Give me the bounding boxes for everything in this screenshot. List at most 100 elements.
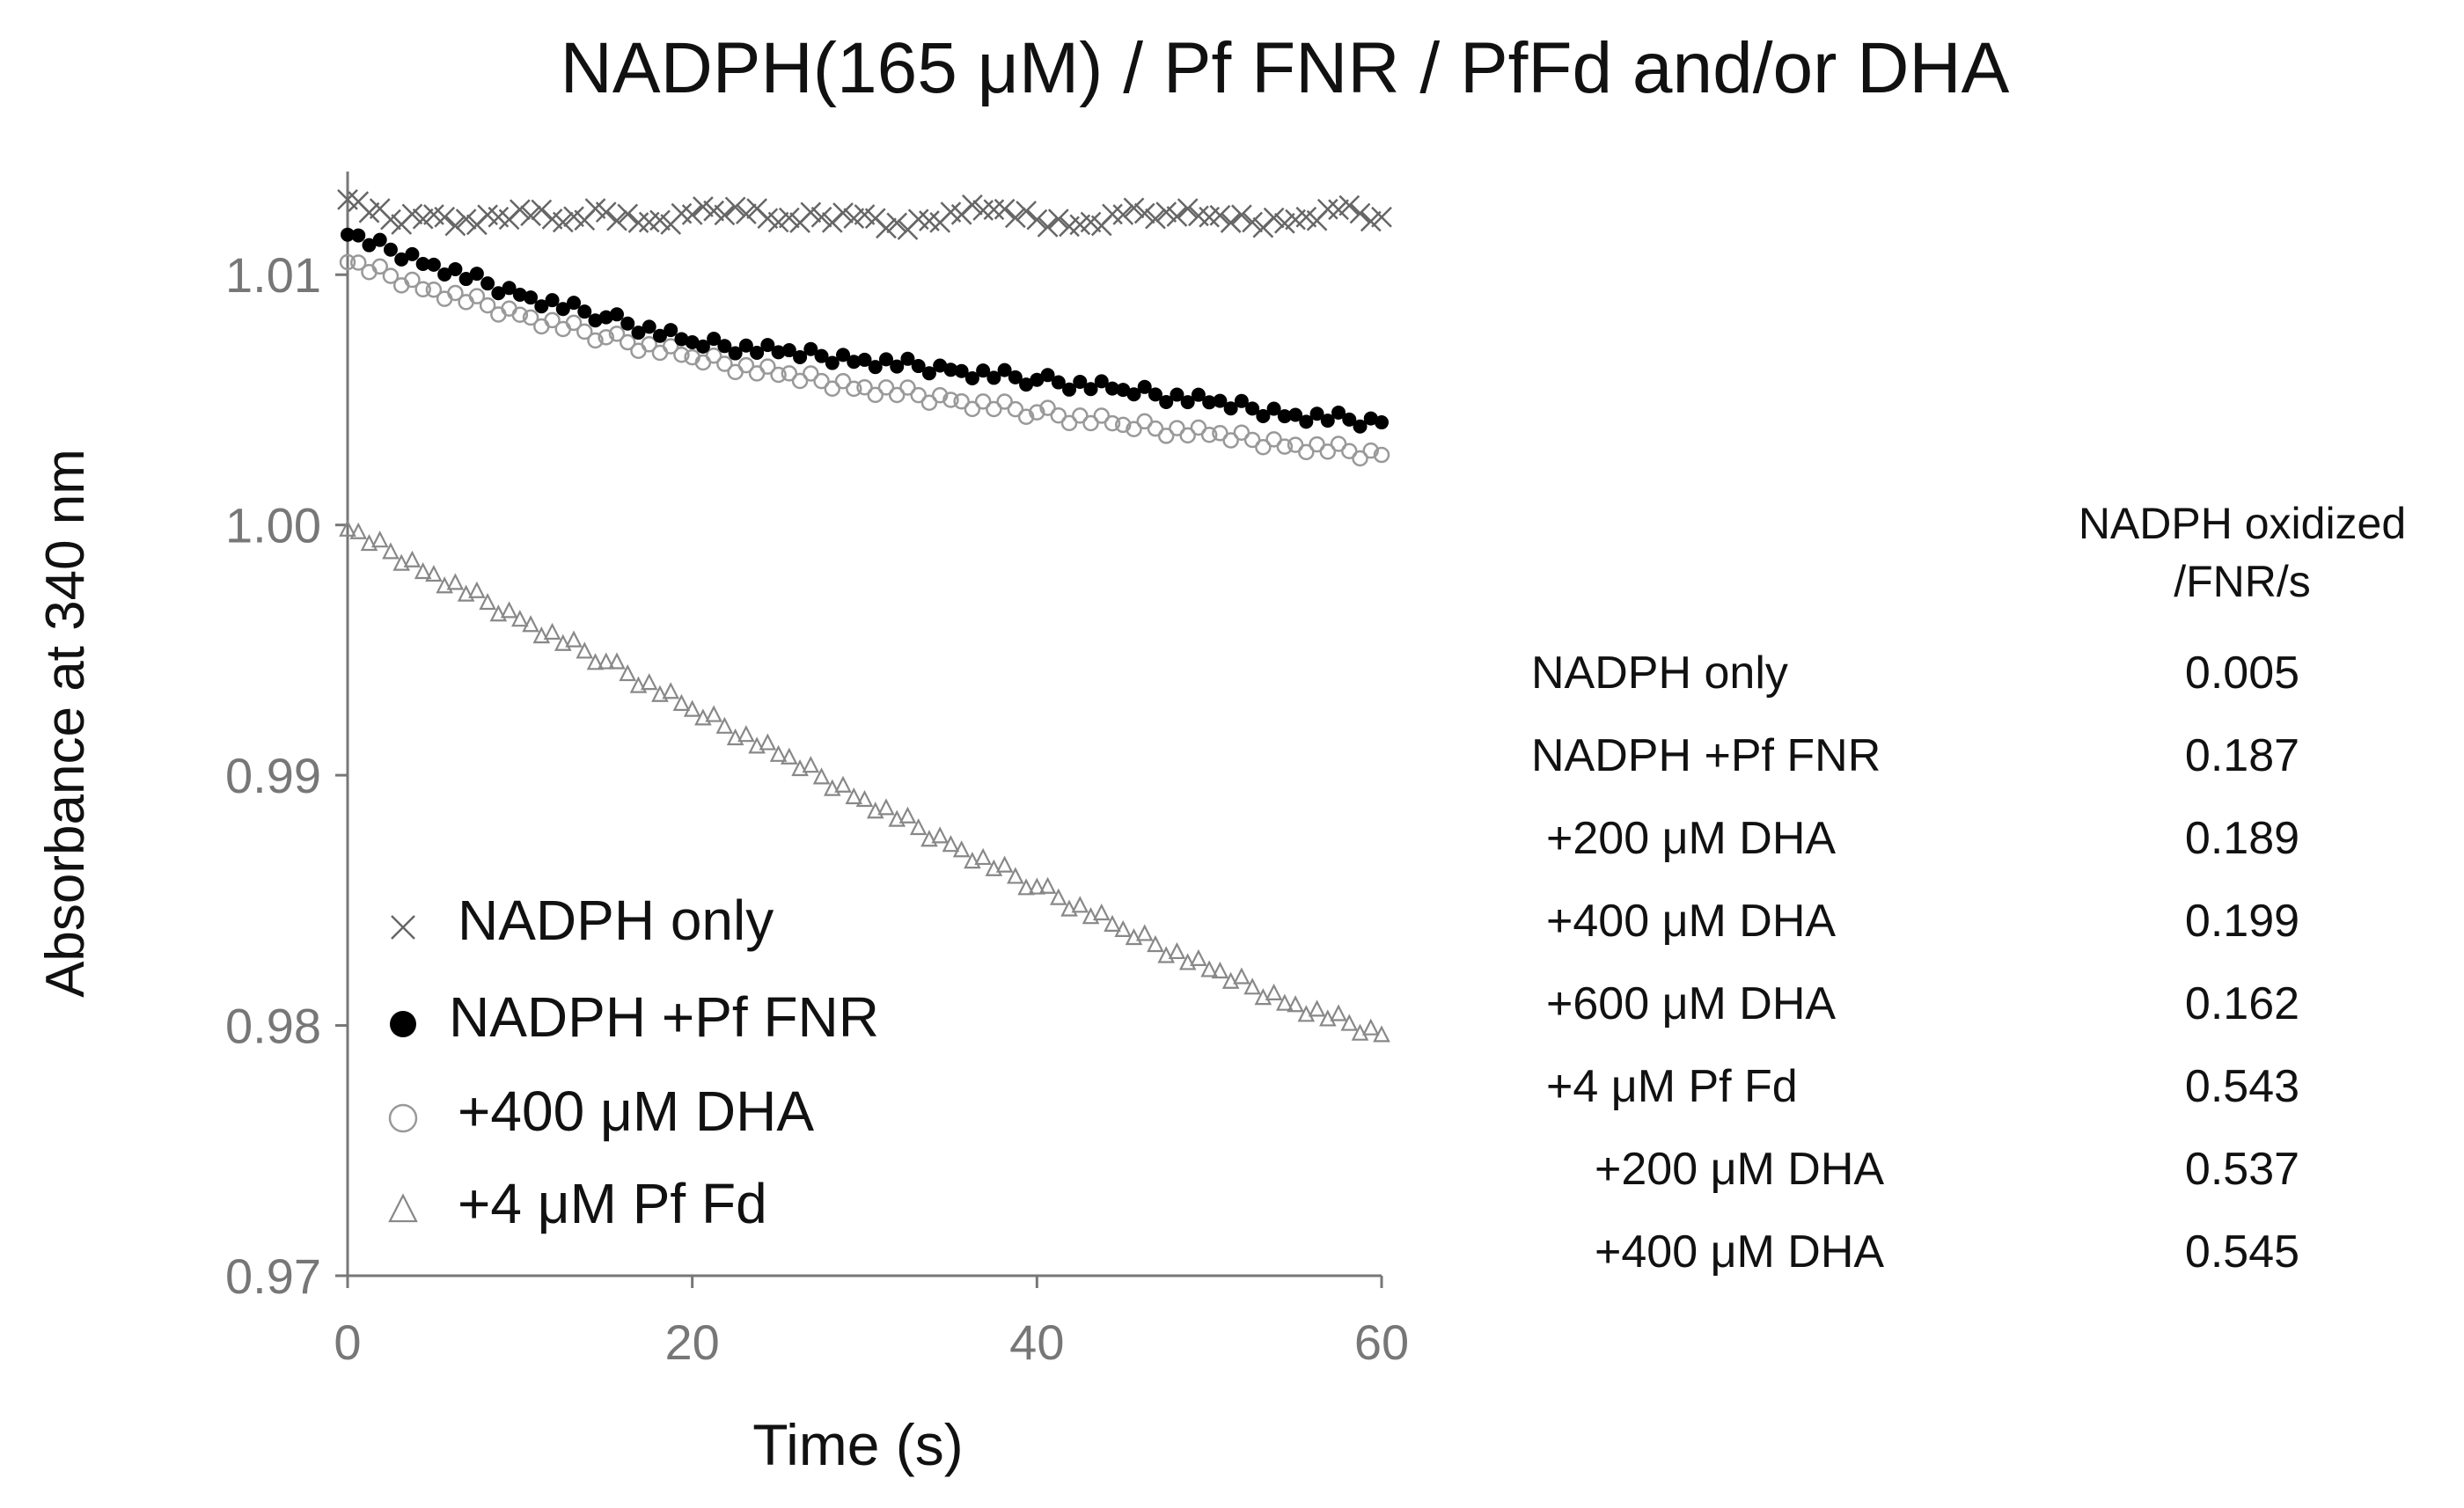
- rate-row-value: 0.189: [2185, 813, 2299, 864]
- data-point-fill: [448, 261, 463, 276]
- data-point-fill: [1157, 946, 1176, 963]
- data-point: [597, 652, 615, 670]
- data-point-fill: [953, 392, 970, 410]
- data-point-fill: [502, 281, 517, 296]
- rate-table-header-line1: NADPH oxidized: [2079, 499, 2406, 548]
- legend-label: +4 μM Pf Fd: [458, 1172, 767, 1235]
- data-point-fill: [791, 758, 809, 777]
- data-point-fill: [867, 386, 884, 404]
- data-marks: [337, 189, 1392, 1043]
- data-point-fill: [1180, 395, 1195, 410]
- rate-row-label: +200 μM DHA: [1595, 1144, 1884, 1195]
- data-point: [855, 789, 874, 808]
- data-point-fill: [832, 202, 854, 223]
- data-point-fill: [886, 212, 908, 234]
- data-point: [598, 329, 614, 346]
- data-point-fill: [565, 314, 583, 332]
- data-point: [856, 378, 873, 396]
- data-point-fill: [694, 708, 712, 726]
- data-point-fill: [631, 326, 646, 340]
- data-point-fill: [1050, 888, 1067, 905]
- data-point-fill: [480, 276, 495, 291]
- data-point-fill: [382, 267, 400, 284]
- rate-row-value: 0.162: [2185, 978, 2299, 1029]
- data-point: [598, 310, 613, 325]
- data-point-fill: [888, 386, 906, 404]
- data-point-fill: [1221, 971, 1240, 989]
- rate-row-value: 0.005: [2185, 648, 2299, 699]
- data-point-fill: [1341, 443, 1358, 460]
- data-point-fill: [555, 302, 570, 317]
- data-point-fill: [649, 209, 671, 231]
- data-point-fill: [812, 767, 831, 785]
- data-point: [1287, 995, 1304, 1013]
- data-point-fill: [1060, 899, 1078, 917]
- data-point-fill: [1220, 212, 1242, 233]
- data-point-fill: [726, 728, 744, 746]
- data-point-fill: [1233, 424, 1250, 441]
- data-point: [769, 744, 788, 762]
- data-point-fill: [1349, 202, 1371, 224]
- data-point-fill: [986, 370, 1001, 385]
- data-point-fill: [588, 313, 603, 328]
- data-point-fill: [1104, 914, 1121, 932]
- data-point: [1200, 427, 1218, 443]
- data-point-fill: [1299, 414, 1314, 429]
- data-point-fill: [877, 379, 895, 396]
- y-tick-label: 1.01: [225, 247, 321, 303]
- data-point-fill: [1166, 206, 1188, 227]
- data-point-fill: [1047, 209, 1069, 230]
- data-point-fill: [986, 400, 1002, 418]
- data-point-fill: [899, 379, 916, 396]
- data-point-fill: [737, 356, 755, 374]
- data-point: [681, 204, 703, 225]
- data-point: [1287, 436, 1304, 453]
- data-point-fill: [534, 299, 549, 314]
- data-point-fill: [371, 258, 388, 275]
- data-point-fill: [1159, 395, 1174, 410]
- data-point-fill: [662, 338, 679, 355]
- data-point-fill: [1222, 432, 1239, 449]
- data-point-fill: [1191, 387, 1206, 402]
- data-point-fill: [1016, 201, 1037, 222]
- data-point: [1288, 407, 1303, 422]
- data-point-fill: [1342, 412, 1357, 427]
- data-point: [857, 352, 872, 367]
- data-point-fill: [412, 208, 434, 230]
- data-point-fill: [1051, 375, 1066, 390]
- data-point-fill: [608, 326, 626, 342]
- rate-row-value: 0.543: [2185, 1061, 2299, 1112]
- data-point-fill: [1331, 405, 1346, 420]
- data-point-fill: [489, 604, 508, 622]
- data-point-fill: [1243, 431, 1261, 449]
- rate-row-value: 0.199: [2185, 896, 2299, 947]
- data-point-fill: [1243, 977, 1261, 995]
- data-point-fill: [1298, 443, 1315, 461]
- rate-table-rows: NADPH only 0.005 NADPH +Pf FNR 0.187 +200 μM…: [1531, 648, 2299, 1277]
- data-point: [425, 564, 443, 582]
- data-point-fill: [985, 859, 1003, 876]
- data-point-fill: [1309, 436, 1325, 453]
- data-point-fill: [383, 242, 398, 257]
- data-point: [1028, 877, 1046, 895]
- data-point-fill: [617, 203, 639, 225]
- legend-marker: [390, 1011, 416, 1037]
- data-point-fill: [1340, 1014, 1359, 1031]
- data-point-fill: [1212, 425, 1228, 442]
- data-point: [1026, 209, 1048, 231]
- data-point-fill: [931, 387, 949, 404]
- data-point-fill: [995, 855, 1014, 873]
- data-point-fill: [382, 542, 400, 560]
- data-point-fill: [565, 630, 583, 648]
- data-point-fill: [781, 343, 796, 358]
- data-point-fill: [522, 615, 539, 633]
- data-point-fill: [1039, 399, 1056, 416]
- data-point-fill: [1123, 197, 1145, 219]
- x-axis-label: Time (s): [752, 1412, 964, 1477]
- data-point-fill: [972, 200, 994, 221]
- rate-row-label: NADPH only: [1531, 648, 1788, 699]
- data-point-fill: [1188, 205, 1209, 227]
- data-point-fill: [609, 307, 624, 322]
- rate-row-label: +400 μM DHA: [1595, 1226, 1884, 1277]
